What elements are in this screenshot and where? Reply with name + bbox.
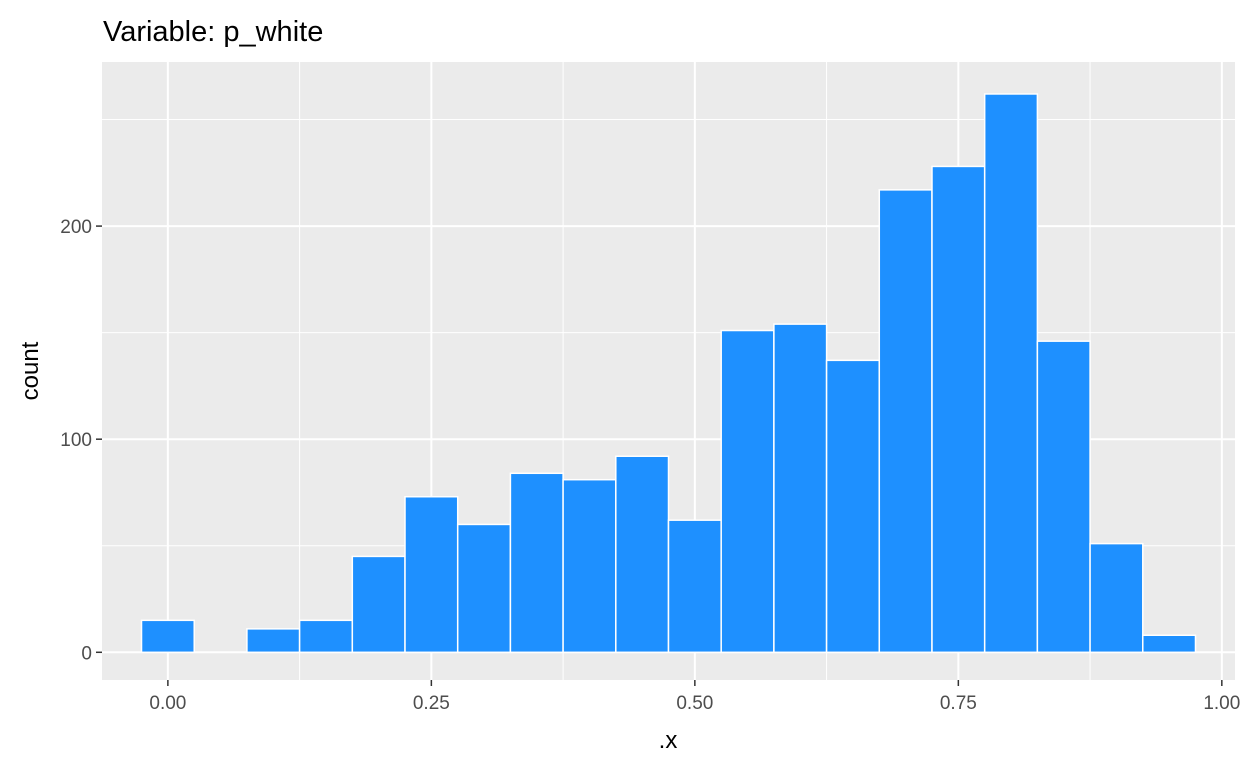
x-tick-label: 0.25 [413, 693, 450, 714]
histogram-bar [773, 323, 828, 654]
histogram-bar [246, 628, 301, 654]
x-tick-label: 0.75 [940, 693, 977, 714]
x-tick-label: 1.00 [1203, 693, 1240, 714]
histogram-bar [562, 478, 617, 654]
histogram-bar [140, 619, 195, 654]
histogram-bar [878, 189, 933, 654]
histogram-bars [140, 93, 1197, 654]
histogram-bar [615, 455, 670, 654]
histogram-bar [404, 495, 459, 654]
histogram-bar [456, 523, 512, 654]
histogram-bar [509, 472, 564, 654]
y-axis-title: count [17, 341, 44, 400]
x-tick-label: 0.50 [676, 693, 713, 714]
histogram-bar [1142, 634, 1197, 654]
y-axis: 0 100 200 [60, 217, 102, 664]
y-tick-label: 0 [81, 643, 92, 664]
x-axis: 0.00 0.25 0.50 0.75 1.00 [149, 680, 1240, 714]
histogram-bar [1036, 340, 1091, 654]
histogram-bar [351, 555, 406, 654]
histogram-bar [931, 165, 986, 654]
x-axis-title: .x [659, 727, 678, 754]
histogram-bar [720, 329, 775, 654]
histogram-bar [298, 619, 354, 654]
y-tick-label: 200 [60, 217, 92, 238]
histogram-bar [825, 359, 881, 654]
chart-title: Variable: p_white [103, 16, 323, 48]
x-tick-label: 0.00 [149, 693, 186, 714]
histogram-bar [667, 519, 722, 654]
histogram-bar [1089, 542, 1144, 654]
y-tick-label: 100 [60, 430, 92, 451]
histogram-bar [983, 93, 1039, 654]
